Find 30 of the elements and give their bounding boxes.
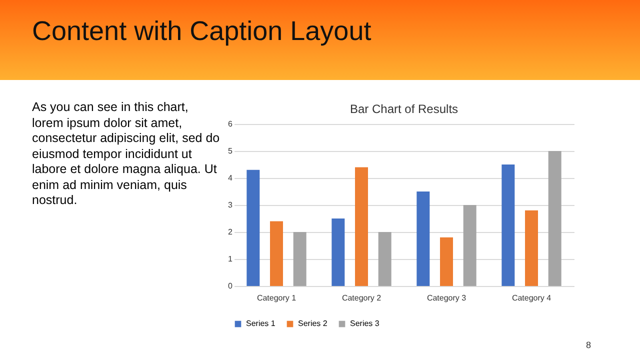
y-tick-label: 1 (228, 254, 234, 264)
bar (246, 170, 260, 286)
x-tick-label: Category 3 (426, 294, 467, 302)
bar (463, 205, 476, 286)
x-tick-label: Category 2 (342, 294, 382, 302)
bar (270, 221, 283, 286)
text: 8 (586, 340, 592, 350)
y-tick-label: 3 (228, 200, 234, 210)
text: Content with Caption Layout (32, 16, 372, 47)
bar (525, 210, 538, 286)
text: As you can see in this chart, lorem ipsum dolor sit amet, consectetur adipiscing elit, sed do eiusmod tempor incididunt ut labore et dolore magna aliqua. Ut enim ad minim veniam, quis nostrud. (32, 100, 221, 208)
legend-label: Series 2 (298, 319, 328, 328)
bar (440, 237, 453, 286)
legend-label: Series 1 (246, 319, 276, 328)
legend-label: Series 3 (350, 319, 380, 328)
bar (548, 151, 562, 286)
y-tick-label: 2 (228, 228, 234, 236)
bar (502, 164, 515, 286)
bar (355, 167, 368, 286)
y-tick-label: 0 (228, 282, 234, 290)
chart-title: Bar Chart of Results (350, 102, 458, 116)
y-tick-label: 5 (228, 146, 234, 156)
bar (416, 192, 430, 286)
y-tick-label: 6 (228, 120, 234, 128)
x-tick-label: Category 1 (256, 294, 297, 302)
y-tick-label: 4 (228, 174, 234, 182)
bar (293, 232, 306, 286)
bar (332, 218, 345, 286)
x-tick-label: Category 4 (512, 294, 552, 302)
bar (378, 232, 392, 286)
